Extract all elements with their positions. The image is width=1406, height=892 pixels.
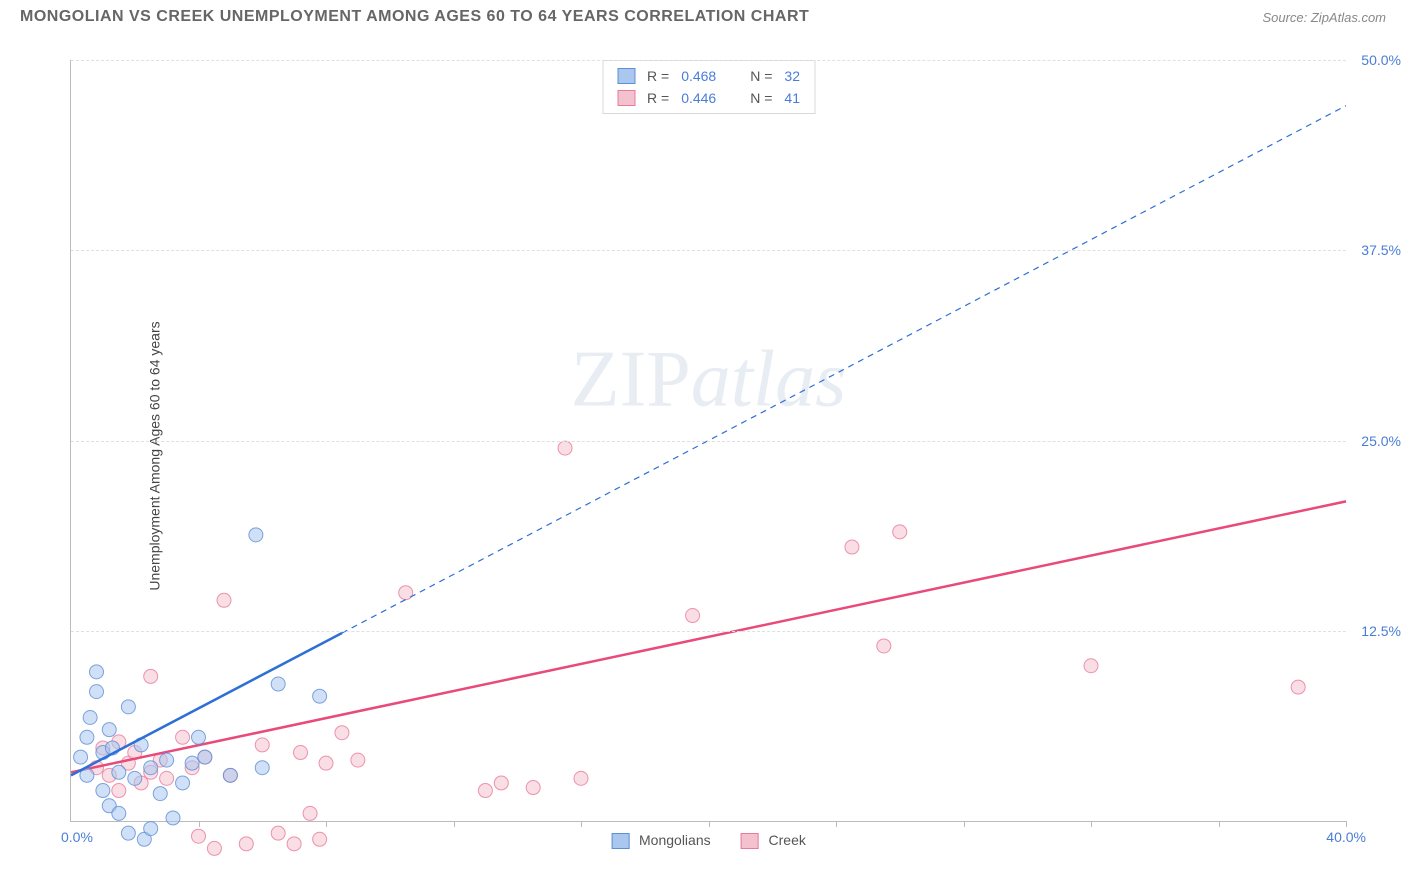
- scatter-point: [686, 609, 700, 623]
- scatter-point: [558, 441, 572, 455]
- scatter-point: [121, 700, 135, 714]
- scatter-point: [845, 540, 859, 554]
- scatter-point: [83, 711, 97, 725]
- gridline: [71, 631, 1346, 632]
- x-tick: [964, 821, 965, 827]
- legend-swatch-mongolians: [611, 833, 629, 849]
- scatter-point: [351, 753, 365, 767]
- scatter-point: [112, 765, 126, 779]
- scatter-point: [287, 837, 301, 851]
- scatter-point: [128, 771, 142, 785]
- legend-label-creek: Creek: [769, 832, 806, 848]
- series-legend: Mongolians Creek: [611, 832, 806, 849]
- trend-line: [71, 501, 1346, 772]
- legend-label-mongolians: Mongolians: [639, 832, 711, 848]
- chart-container: Unemployment Among Ages 60 to 64 years Z…: [20, 40, 1386, 872]
- scatter-point: [74, 750, 88, 764]
- plot-area: ZIPatlas R = 0.468 N = 32 R = 0.446 N = …: [70, 60, 1346, 822]
- scatter-point: [192, 829, 206, 843]
- scatter-point: [271, 826, 285, 840]
- scatter-point: [176, 776, 190, 790]
- scatter-point: [223, 768, 237, 782]
- x-tick: [1091, 821, 1092, 827]
- scatter-point: [112, 784, 126, 798]
- scatter-point: [303, 806, 317, 820]
- scatter-point: [144, 822, 158, 836]
- x-tick: [1346, 821, 1347, 827]
- scatter-point: [319, 756, 333, 770]
- scatter-point: [96, 784, 110, 798]
- scatter-point: [160, 771, 174, 785]
- y-tick-label: 12.5%: [1361, 623, 1401, 639]
- scatter-point: [160, 753, 174, 767]
- scatter-point: [255, 761, 269, 775]
- x-tick: [709, 821, 710, 827]
- scatter-point: [176, 730, 190, 744]
- scatter-point: [249, 528, 263, 542]
- header-bar: MONGOLIAN VS CREEK UNEMPLOYMENT AMONG AG…: [0, 0, 1406, 30]
- scatter-point: [121, 826, 135, 840]
- scatter-point: [90, 665, 104, 679]
- scatter-point: [574, 771, 588, 785]
- y-tick-label: 37.5%: [1361, 242, 1401, 258]
- scatter-point: [255, 738, 269, 752]
- y-tick-label: 25.0%: [1361, 433, 1401, 449]
- y-tick-label: 50.0%: [1361, 52, 1401, 68]
- scatter-point: [185, 756, 199, 770]
- scatter-point: [144, 669, 158, 683]
- scatter-point: [893, 525, 907, 539]
- x-tick: [581, 821, 582, 827]
- scatter-point: [90, 685, 104, 699]
- scatter-point: [217, 593, 231, 607]
- scatter-point: [207, 841, 221, 855]
- scatter-point: [102, 723, 116, 737]
- x-tick: [326, 821, 327, 827]
- x-tick: [836, 821, 837, 827]
- trend-line: [342, 106, 1346, 633]
- scatter-point: [1291, 680, 1305, 694]
- x-max-label: 40.0%: [1326, 829, 1366, 845]
- x-tick: [199, 821, 200, 827]
- scatter-point: [198, 750, 212, 764]
- scatter-point: [494, 776, 508, 790]
- chart-title: MONGOLIAN VS CREEK UNEMPLOYMENT AMONG AG…: [20, 8, 809, 26]
- scatter-point: [144, 761, 158, 775]
- gridline: [71, 60, 1346, 61]
- gridline: [71, 441, 1346, 442]
- scatter-point: [294, 746, 308, 760]
- gridline: [71, 250, 1346, 251]
- x-origin-label: 0.0%: [61, 829, 93, 845]
- legend-swatch-creek: [741, 833, 759, 849]
- scatter-point: [271, 677, 285, 691]
- scatter-point: [153, 787, 167, 801]
- scatter-point: [335, 726, 349, 740]
- legend-item-creek: Creek: [741, 832, 806, 849]
- scatter-point: [112, 806, 126, 820]
- scatter-point: [192, 730, 206, 744]
- scatter-point: [877, 639, 891, 653]
- x-tick: [1219, 821, 1220, 827]
- scatter-point: [1084, 659, 1098, 673]
- scatter-point: [80, 730, 94, 744]
- scatter-point: [478, 784, 492, 798]
- scatter-point: [313, 832, 327, 846]
- source-attribution: Source: ZipAtlas.com: [1262, 10, 1386, 25]
- scatter-point: [526, 781, 540, 795]
- scatter-point: [313, 689, 327, 703]
- legend-item-mongolians: Mongolians: [611, 832, 711, 849]
- x-tick: [454, 821, 455, 827]
- scatter-point: [166, 811, 180, 825]
- scatter-point: [239, 837, 253, 851]
